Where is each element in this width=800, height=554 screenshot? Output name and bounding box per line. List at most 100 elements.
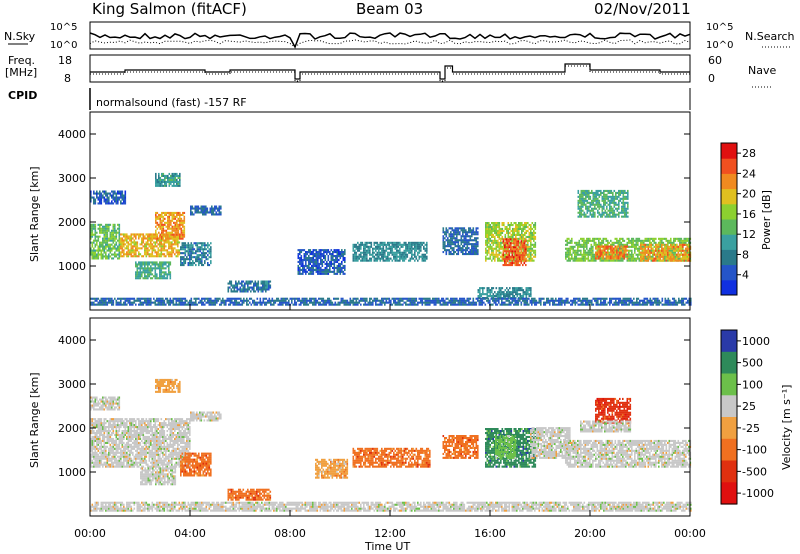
power-cell	[177, 229, 180, 232]
power-cell	[589, 195, 592, 198]
power-cell	[629, 257, 632, 260]
power-cell	[147, 273, 149, 276]
power-cell	[192, 244, 194, 247]
power-cell	[148, 249, 151, 252]
power-cell	[418, 243, 421, 246]
power-cell	[500, 251, 502, 254]
power-cell	[599, 255, 602, 258]
power-cell	[168, 263, 170, 266]
power-cell	[177, 237, 179, 240]
power-cell	[598, 195, 601, 198]
power-cell	[594, 197, 596, 200]
power-cell	[171, 172, 174, 175]
power-cell	[230, 282, 233, 285]
power-cell	[667, 245, 669, 248]
power-cell	[492, 239, 495, 242]
power-cell	[297, 255, 300, 258]
power-cell	[141, 275, 143, 278]
power-cell	[330, 253, 333, 256]
power-cell	[342, 251, 345, 254]
power-cell	[503, 259, 505, 262]
power-cell	[517, 262, 520, 265]
power-cell	[513, 248, 515, 251]
power-cell	[132, 245, 134, 248]
power-cell	[465, 229, 467, 232]
power-cell	[339, 270, 342, 273]
power-cell	[463, 243, 466, 246]
power-cell	[534, 226, 537, 229]
power-cell	[486, 235, 489, 238]
power-cell	[637, 247, 639, 250]
power-cell	[208, 248, 211, 251]
power-cell	[451, 233, 454, 236]
power-cell	[454, 229, 457, 232]
power-cell	[364, 259, 367, 262]
power-cell	[604, 237, 606, 240]
power-cell	[622, 189, 625, 192]
power-cell	[462, 241, 464, 244]
power-cell	[606, 211, 608, 214]
power-cell	[135, 243, 137, 246]
power-cell	[159, 265, 161, 268]
power-cell	[527, 226, 529, 229]
power-cell	[161, 211, 163, 214]
power-cell	[155, 184, 157, 187]
power-cell	[588, 209, 590, 212]
power-cell	[475, 233, 478, 236]
power-cell	[477, 253, 479, 256]
power-cell	[150, 247, 152, 250]
power-region	[477, 287, 532, 300]
power-cell	[685, 243, 687, 246]
power-cell	[472, 245, 475, 248]
power-cell	[495, 239, 498, 242]
power-cell	[601, 211, 604, 214]
power-cell	[120, 253, 122, 256]
power-cell	[201, 264, 203, 267]
power-cell	[156, 180, 159, 183]
power-cell	[129, 303, 131, 306]
power-cell	[580, 207, 583, 210]
power-cell	[403, 255, 406, 258]
power-cell	[518, 224, 520, 227]
power-cell	[489, 227, 492, 230]
power-cell	[305, 270, 307, 273]
power-cell	[117, 190, 119, 193]
power-region	[352, 241, 428, 262]
power-cell	[643, 257, 645, 260]
power-cell	[323, 255, 325, 258]
power-cell	[580, 197, 583, 200]
power-cell	[640, 243, 642, 246]
power-cell	[600, 205, 602, 208]
power-cell	[610, 211, 613, 214]
power-cell	[519, 252, 521, 255]
power-region	[502, 238, 527, 267]
power-cell	[665, 257, 668, 260]
power-cell	[323, 253, 325, 256]
power-cell	[518, 227, 520, 230]
power-cell	[597, 199, 599, 202]
power-cell	[668, 257, 671, 260]
power-cell	[180, 217, 183, 220]
power-cell	[156, 184, 159, 187]
power-cell	[390, 249, 392, 252]
power-cell	[171, 245, 173, 248]
power-cell	[603, 199, 605, 202]
power-cell	[302, 272, 304, 275]
power-cell	[358, 257, 361, 260]
power-cell	[174, 172, 177, 175]
power-cell	[163, 275, 166, 278]
power-cell	[127, 249, 130, 252]
power-cell	[516, 242, 518, 245]
power-cell	[167, 217, 169, 220]
power-cell	[417, 259, 419, 262]
power-cell	[650, 241, 653, 244]
power-cell	[97, 239, 100, 242]
power-cell	[513, 259, 516, 262]
power-cell	[182, 219, 184, 222]
power-cell	[120, 297, 122, 300]
power-cell	[516, 289, 519, 292]
power-cell	[317, 257, 319, 260]
power-cell	[121, 251, 124, 254]
power-cell	[336, 270, 339, 273]
power-cell	[577, 211, 580, 214]
